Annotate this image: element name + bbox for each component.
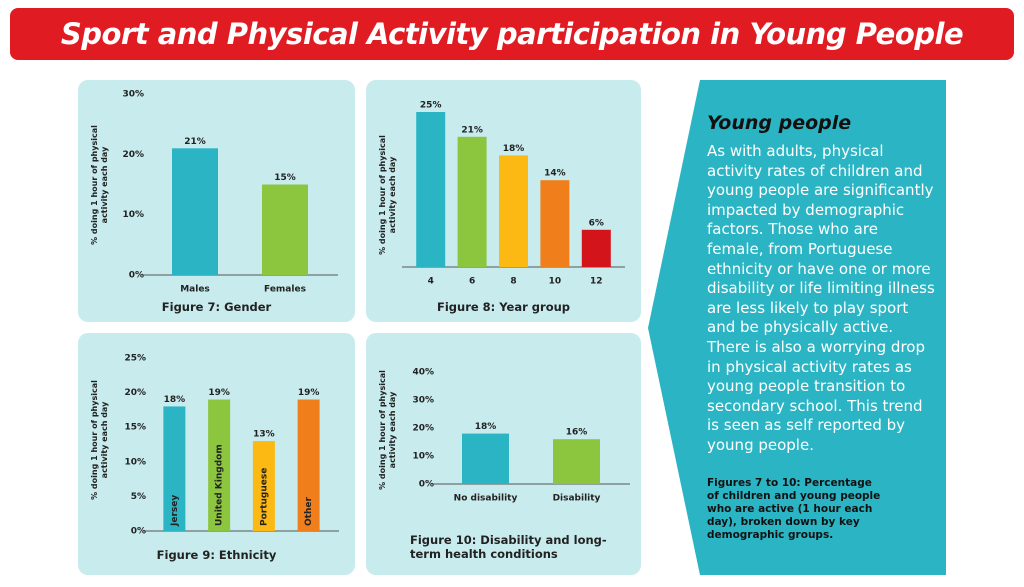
data-label: 18% xyxy=(164,395,186,405)
x-tick-label: 10 xyxy=(549,277,562,287)
x-tick-label: 8 xyxy=(510,277,516,287)
data-label: 15% xyxy=(274,173,296,183)
y-tick-label: 10% xyxy=(124,457,146,467)
y-tick-label: 5% xyxy=(131,492,146,502)
y-tick-label: 10% xyxy=(412,452,434,462)
bar xyxy=(163,406,186,531)
data-label: 21% xyxy=(461,125,483,135)
y-tick-label: 20% xyxy=(412,424,434,434)
chart-title: Figure 9: Ethnicity xyxy=(156,548,277,562)
x-tick-label: Other xyxy=(304,497,314,526)
y-tick-label: 40% xyxy=(412,368,434,378)
data-label: 18% xyxy=(475,422,497,432)
data-label: 14% xyxy=(544,169,566,179)
panel-heading: Young people xyxy=(707,112,852,134)
chart-title: Figure 7: Gender xyxy=(161,300,272,314)
y-axis-label: % doing 1 hour of physical activity each… xyxy=(378,135,397,255)
data-label: 18% xyxy=(503,144,525,154)
y-tick-label: 20% xyxy=(124,388,146,398)
y-tick-label: 15% xyxy=(124,423,146,433)
x-tick-label: Females xyxy=(264,285,306,295)
bar xyxy=(262,184,308,275)
bar xyxy=(581,229,611,267)
x-tick-label: 12 xyxy=(590,277,603,287)
bar xyxy=(416,112,446,267)
bar xyxy=(462,433,509,484)
x-tick-label: 6 xyxy=(469,277,475,287)
data-label: 21% xyxy=(184,137,206,147)
bar xyxy=(499,155,528,267)
y-tick-label: 0% xyxy=(419,480,434,490)
data-label: 16% xyxy=(566,428,588,438)
bar xyxy=(457,136,487,267)
x-tick-label: Disability xyxy=(553,494,601,504)
data-label: 19% xyxy=(298,388,320,398)
y-tick-label: 10% xyxy=(122,210,144,220)
y-tick-label: 25% xyxy=(124,354,146,364)
bar xyxy=(553,439,600,484)
y-tick-label: 30% xyxy=(412,396,434,406)
y-tick-label: 0% xyxy=(131,527,146,537)
data-label: 6% xyxy=(589,218,604,228)
bar xyxy=(252,441,275,531)
x-tick-label: United Kingdom xyxy=(215,444,225,526)
chart-title: Figure 10: Disability and long-term heal… xyxy=(410,533,607,561)
y-tick-label: 30% xyxy=(122,90,144,100)
x-tick-label: No disability xyxy=(454,494,518,504)
text-panel-bg xyxy=(648,80,946,575)
banner-title: Sport and Physical Activity participatio… xyxy=(10,8,1014,60)
x-tick-label: Portuguese xyxy=(259,468,269,526)
y-tick-label: 0% xyxy=(129,271,144,281)
data-label: 25% xyxy=(420,101,442,111)
data-label: 13% xyxy=(253,430,275,440)
panel-body: As with adults, physical activity rates … xyxy=(707,142,935,454)
y-axis-label: % doing 1 hour of physical activity each… xyxy=(90,125,109,245)
bar xyxy=(172,148,218,275)
x-tick-label: 4 xyxy=(428,277,434,287)
x-tick-label: Males xyxy=(180,285,210,295)
bar xyxy=(208,399,231,531)
panel-note: Figures 7 to 10: Percentage of children … xyxy=(707,477,881,541)
y-axis-label: % doing 1 hour of physical activity each… xyxy=(90,380,109,500)
data-label: 19% xyxy=(208,388,230,398)
bar xyxy=(297,399,320,531)
chart-title: Figure 8: Year group xyxy=(436,300,571,314)
x-tick-label: Jersey xyxy=(170,495,180,527)
bar xyxy=(540,180,570,267)
y-axis-label: % doing 1 hour of physical activity each… xyxy=(378,370,397,490)
y-tick-label: 20% xyxy=(122,150,144,160)
